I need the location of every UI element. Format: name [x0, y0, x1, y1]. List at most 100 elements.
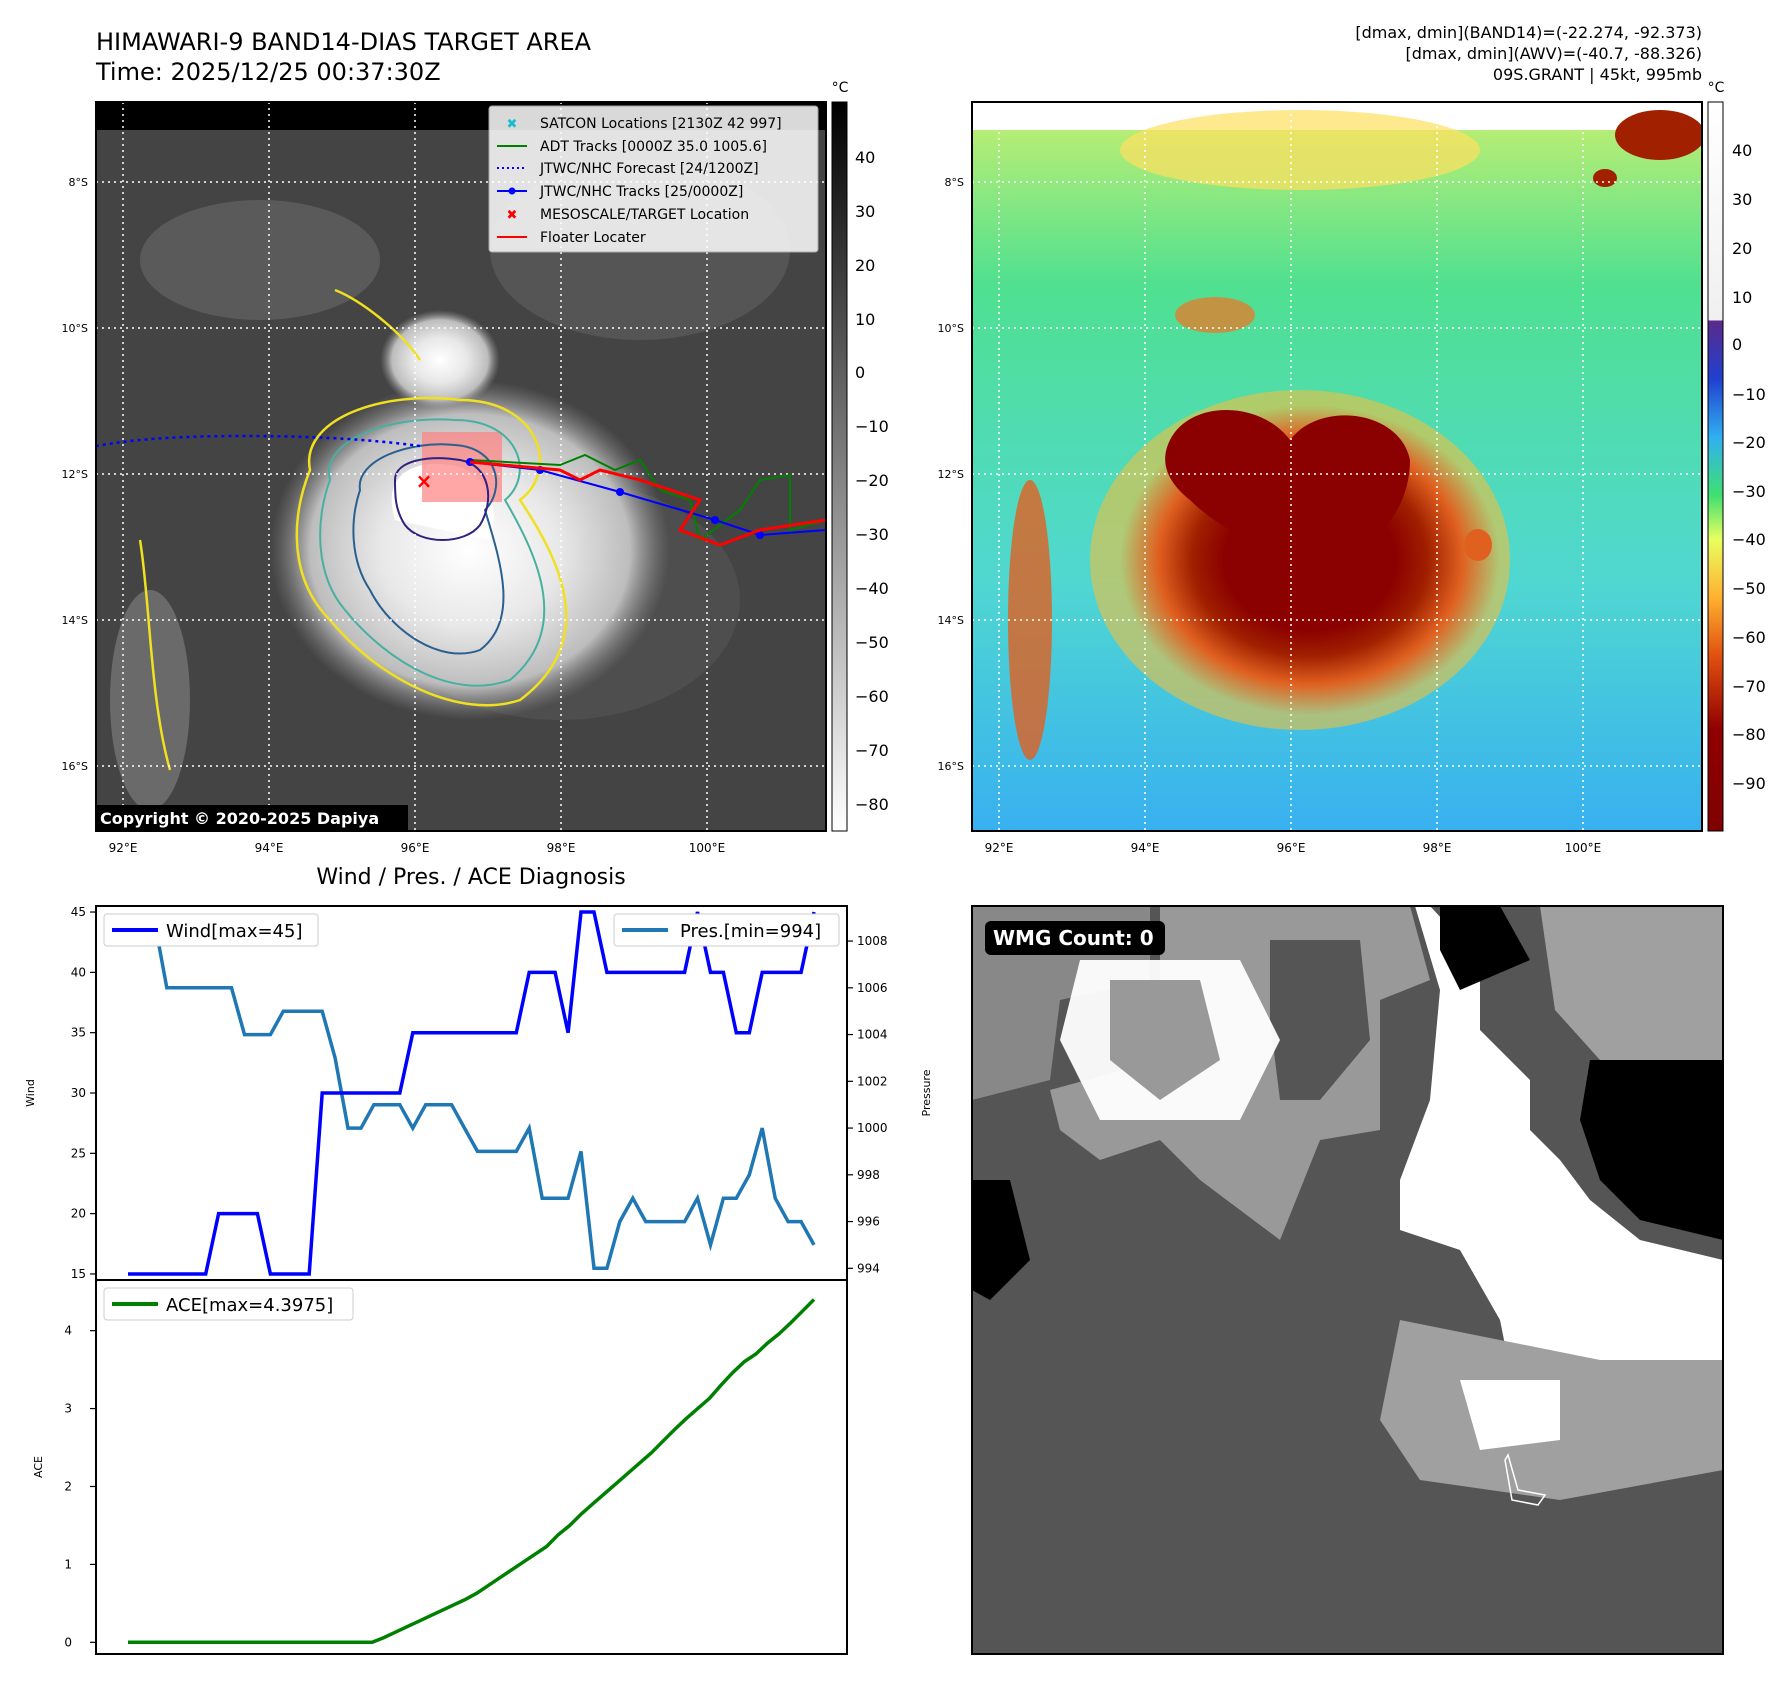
svg-text:−10: −10: [1732, 385, 1766, 404]
ace-chart: 4 3 2 1 0 ACE ACE[max=4.3975]: [32, 1279, 848, 1655]
ace-legend: ACE[max=4.3975]: [103, 1287, 354, 1321]
svg-text:−40: −40: [1732, 530, 1766, 549]
svg-text:−60: −60: [1732, 628, 1766, 647]
target-marker: ×: [416, 469, 433, 493]
map-a-lon-labels: 92°E 94°E 96°E 98°E 100°E: [109, 841, 726, 855]
wind-tick-label: 40: [71, 965, 86, 979]
figure-time: Time: 2025/12/25 00:37:30Z: [95, 58, 441, 86]
svg-text:12°S: 12°S: [938, 468, 964, 481]
svg-text:−50: −50: [855, 633, 889, 652]
svg-text:−90: −90: [1732, 774, 1766, 793]
diagnosis-title: Wind / Pres. / ACE Diagnosis: [316, 865, 625, 890]
colorbar-unit: °C: [832, 80, 849, 96]
pressure-tick-label: 1008: [857, 934, 888, 948]
pressure-legend: Pres.[min=994]: [613, 913, 840, 947]
figure-title: HIMAWARI-9 BAND14-DIAS TARGET AREA: [96, 28, 592, 56]
storm-info: 09S.GRANT | 45kt, 995mb: [1493, 65, 1702, 84]
svg-text:94°E: 94°E: [1131, 841, 1160, 855]
svg-text:12°S: 12°S: [62, 468, 88, 481]
wind-legend-label: Wind[max=45]: [166, 921, 303, 942]
svg-text:10: 10: [1732, 288, 1752, 307]
ace-line: [128, 1298, 816, 1645]
color-colorbar: °C 40 30 20 10 0 −10 −20 −30 −40 −50 −60…: [1707, 80, 1766, 832]
wind-tick-label: 45: [71, 905, 86, 919]
map-a-lat-labels: 8°S 10°S 12°S 14°S 16°S: [62, 176, 88, 773]
wind-tick-label: 25: [71, 1146, 86, 1160]
legend-tracks-dot: [508, 187, 516, 195]
legend-label: JTWC/NHC Forecast [24/1200Z]: [539, 161, 759, 177]
svg-text:−40: −40: [855, 579, 889, 598]
wmg-panel: WMG Count: 0: [971, 905, 1724, 1655]
grid-lines-b: [972, 102, 1702, 831]
svg-text:100°E: 100°E: [689, 841, 726, 855]
pressure-line: [128, 915, 816, 1271]
svg-text:96°E: 96°E: [1277, 841, 1306, 855]
map-legend: ✖ ✖ SATCON Locations [2130Z 42 997] ADT …: [488, 105, 819, 253]
ace-tick-label: 3: [64, 1402, 72, 1416]
svg-text:20: 20: [855, 256, 875, 275]
ace-tick-label: 2: [64, 1479, 72, 1493]
adt-track: [469, 453, 826, 542]
pressure-ticks: 1008 1006 1004 1002 1000 998 996 994: [847, 934, 888, 1275]
svg-text:16°S: 16°S: [938, 760, 964, 773]
svg-text:98°E: 98°E: [547, 841, 576, 855]
svg-text:−30: −30: [1732, 482, 1766, 501]
legend-label: Floater Locater: [540, 230, 646, 246]
wind-tick-label: 30: [71, 1086, 86, 1100]
pressure-tick-label: 1000: [857, 1121, 888, 1135]
awv-range: [dmax, dmin](AWV)=(-40.7, -88.326): [1405, 44, 1702, 63]
ace-axis-label: ACE: [32, 1456, 45, 1478]
svg-text:94°E: 94°E: [255, 841, 284, 855]
svg-text:14°S: 14°S: [938, 614, 964, 627]
color-ir-map-panel: [972, 102, 1702, 831]
svg-text:8°S: 8°S: [945, 176, 964, 189]
ace-ticks: 4 3 2 1 0: [64, 1324, 96, 1649]
wind-tick-label: 15: [71, 1267, 86, 1281]
ace-tick-label: 4: [64, 1324, 72, 1338]
wind-axis-label: Wind: [24, 1079, 37, 1107]
band14-range: [dmax, dmin](BAND14)=(-22.274, -92.373): [1355, 23, 1702, 42]
svg-text:96°E: 96°E: [401, 841, 430, 855]
svg-text:14°S: 14°S: [62, 614, 88, 627]
copyright: Copyright © 2020-2025 Dapiya: [100, 809, 379, 828]
legend-label: JTWC/NHC Tracks [25/0000Z]: [539, 184, 743, 200]
svg-text:−70: −70: [1732, 677, 1766, 696]
svg-text:30: 30: [855, 202, 875, 221]
legend-label: MESOSCALE/TARGET Location: [540, 207, 749, 223]
svg-text:10°S: 10°S: [62, 322, 88, 335]
legend-target-icon: ✖: [507, 208, 518, 223]
pressure-tick-label: 994: [857, 1261, 880, 1275]
ace-legend-label: ACE[max=4.3975]: [166, 1295, 333, 1316]
wmg-count: WMG Count: 0: [993, 926, 1154, 950]
pressure-tick-label: 1002: [857, 1074, 888, 1088]
svg-text:−60: −60: [855, 687, 889, 706]
pressure-tick-label: 996: [857, 1215, 880, 1229]
wind-pressure-chart: 45 40 35 30 25 20 15 1008 1006 1004 1002 1000 998 99…: [24, 905, 933, 1281]
pressure-tick-label: 998: [857, 1168, 880, 1182]
wind-legend: Wind[max=45]: [103, 913, 319, 947]
legend-label: SATCON Locations [2130Z 42 997]: [540, 116, 782, 132]
pressure-legend-label: Pres.[min=994]: [680, 921, 821, 942]
svg-text:98°E: 98°E: [1423, 841, 1452, 855]
pressure-tick-label: 1006: [857, 981, 888, 995]
jtwc-forecast-track: [96, 434, 421, 448]
wind-ticks: 45 40 35 30 25 20 15: [71, 905, 96, 1281]
svg-text:20: 20: [1732, 239, 1752, 258]
map-b-lon-labels: 92°E 94°E 96°E 98°E 100°E: [985, 841, 1602, 855]
svg-text:8°S: 8°S: [69, 176, 88, 189]
svg-text:40: 40: [855, 148, 875, 167]
svg-text:92°E: 92°E: [109, 841, 138, 855]
floater-track: [469, 460, 826, 547]
svg-text:−80: −80: [855, 795, 889, 814]
ace-tick-label: 1: [64, 1557, 72, 1571]
svg-text:30: 30: [1732, 190, 1752, 209]
svg-text:−20: −20: [855, 471, 889, 490]
wind-tick-label: 35: [71, 1026, 86, 1040]
svg-text:−30: −30: [855, 525, 889, 544]
svg-text:−50: −50: [1732, 579, 1766, 598]
svg-text:−10: −10: [855, 417, 889, 436]
legend-label: ADT Tracks [0000Z 35.0 1005.6]: [540, 139, 767, 155]
pressure-tick-label: 1004: [857, 1028, 888, 1042]
svg-text:0: 0: [1732, 335, 1742, 354]
